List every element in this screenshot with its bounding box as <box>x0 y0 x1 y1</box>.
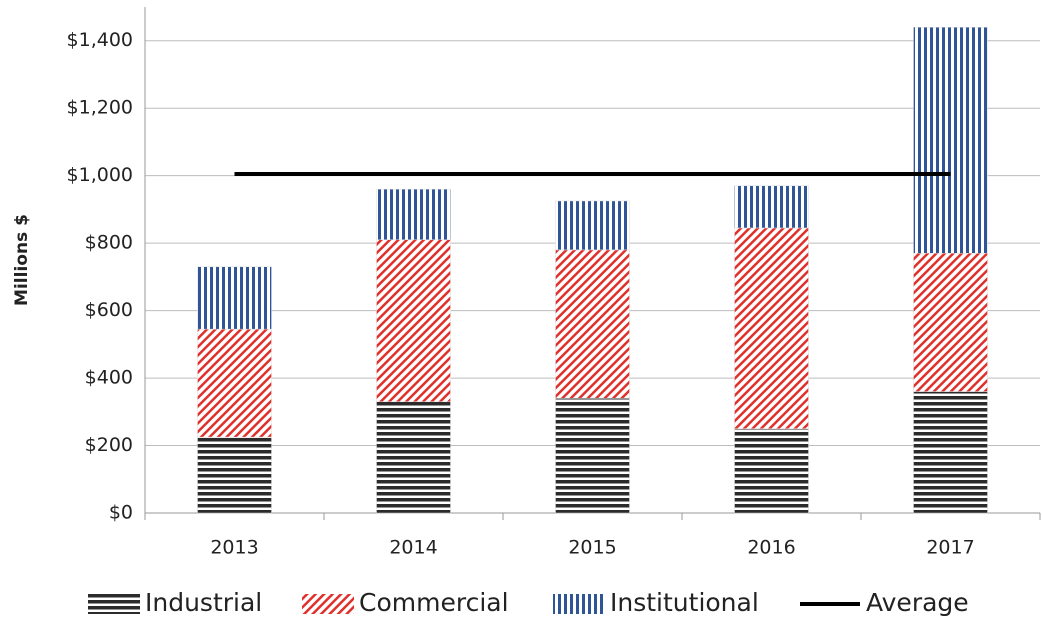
bar-segment <box>376 188 451 241</box>
bar-segment <box>734 428 809 514</box>
bar-segment <box>913 391 988 514</box>
x-tick-label: 2015 <box>568 537 616 559</box>
x-tick-label: 2016 <box>747 537 795 559</box>
bar-segment <box>555 249 630 399</box>
legend-label: Average <box>866 588 969 617</box>
y-tick-label: $1,400 <box>67 29 133 51</box>
bar-segment <box>913 26 988 254</box>
y-tick-label: $600 <box>85 299 133 321</box>
legend-label: Industrial <box>145 588 262 617</box>
y-tick-label: $1,200 <box>67 97 133 119</box>
bar-segment <box>555 200 630 251</box>
y-tick-label: $800 <box>85 232 133 254</box>
x-tick-label: 2014 <box>389 537 437 559</box>
legend-swatch <box>302 594 354 614</box>
legend-label: Institutional <box>610 588 759 617</box>
legend-swatch <box>553 594 605 614</box>
y-axis-label: Millions $ <box>12 214 32 306</box>
y-tick-label: $400 <box>85 367 133 389</box>
bar-segment <box>197 328 272 438</box>
bar-segment <box>197 266 272 330</box>
bar-segment <box>376 401 451 514</box>
bar-segment <box>376 239 451 402</box>
x-tick-label: 2013 <box>210 537 258 559</box>
bar-segment <box>734 227 809 429</box>
y-tick-label: $200 <box>85 434 133 456</box>
bar-segment <box>197 436 272 514</box>
legend-label: Commercial <box>359 588 509 617</box>
y-tick-label: $1,000 <box>67 164 133 186</box>
bar-segment <box>734 185 809 229</box>
x-tick-label: 2017 <box>926 537 974 559</box>
legend-swatch <box>88 594 140 614</box>
bar-segment <box>913 253 988 392</box>
y-tick-label: $0 <box>109 502 133 524</box>
bar-segment <box>555 398 630 514</box>
